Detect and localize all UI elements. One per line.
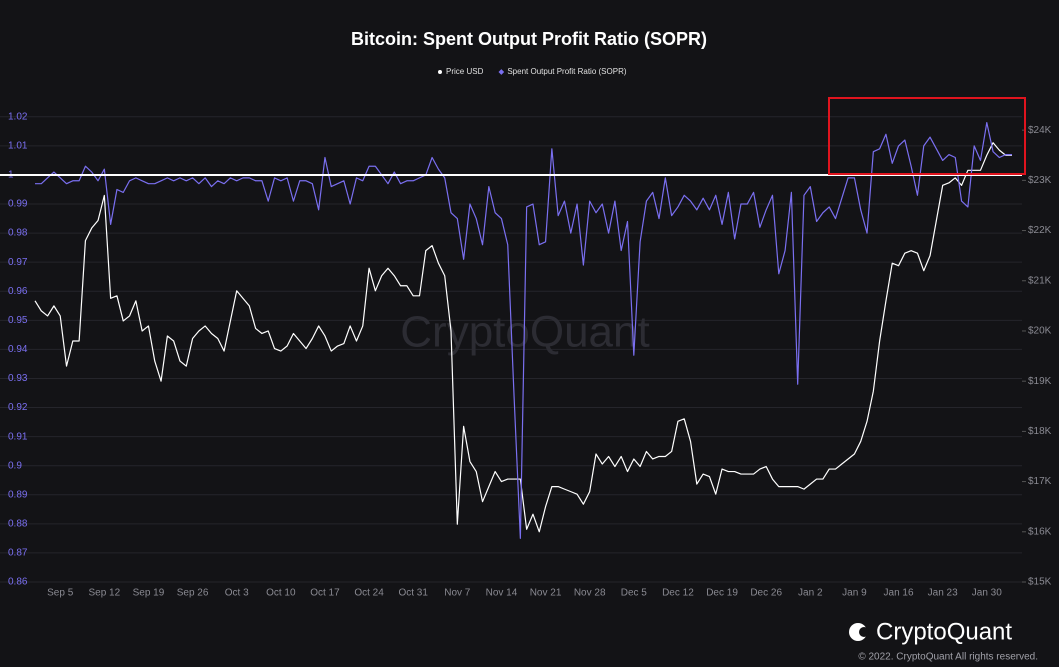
x-tick-label: Dec 19 bbox=[706, 588, 738, 599]
x-tick-label: Dec 5 bbox=[621, 588, 648, 599]
y-tick-label: 0.92 bbox=[8, 402, 28, 413]
x-tick-label: Sep 12 bbox=[88, 588, 120, 599]
y-tick-label: 0.86 bbox=[8, 577, 28, 588]
y-tick-label: 0.99 bbox=[8, 199, 28, 210]
x-tick-label: Oct 31 bbox=[398, 588, 428, 599]
x-tick-label: Jan 23 bbox=[928, 588, 958, 599]
y2-tick-label: $15K bbox=[1028, 577, 1052, 588]
x-tick-label: Dec 12 bbox=[662, 588, 694, 599]
y2-tick-label: $19K bbox=[1028, 376, 1052, 387]
y-tick-label: 0.96 bbox=[8, 286, 28, 297]
legend-label: Price USD bbox=[446, 67, 484, 76]
x-tick-label: Sep 19 bbox=[133, 588, 165, 599]
x-tick-label: Nov 21 bbox=[530, 588, 562, 599]
x-tick-label: Oct 3 bbox=[225, 588, 249, 599]
y-tick-label: 0.91 bbox=[8, 431, 28, 442]
y-tick-label: 1.01 bbox=[8, 141, 28, 152]
series-line bbox=[35, 122, 1012, 539]
x-tick-label: Sep 5 bbox=[47, 588, 74, 599]
y2-tick-label: $23K bbox=[1028, 175, 1052, 186]
y2-tick-label: $24K bbox=[1028, 125, 1052, 136]
x-tick-label: Nov 28 bbox=[574, 588, 606, 599]
y-tick-label: 0.88 bbox=[8, 518, 28, 529]
logo-icon-cut bbox=[859, 627, 869, 637]
brand-name: CryptoQuant bbox=[876, 618, 1012, 645]
x-tick-label: Jan 9 bbox=[842, 588, 867, 599]
x-tick-label: Oct 17 bbox=[310, 588, 340, 599]
y-tick-label: 0.95 bbox=[8, 315, 28, 326]
x-tick-label: Dec 26 bbox=[750, 588, 782, 599]
y2-tick-label: $17K bbox=[1028, 476, 1052, 487]
legend: Price USD Spent Output Profit Ratio (SOPR… bbox=[438, 67, 627, 76]
y-tick-label: 0.98 bbox=[8, 228, 28, 239]
x-tick-label: Nov 14 bbox=[486, 588, 518, 599]
legend-item: Spent Output Profit Ratio (SOPR) bbox=[498, 67, 627, 76]
y2-tick-label: $18K bbox=[1028, 426, 1052, 437]
y-tick-label: 1.02 bbox=[8, 111, 28, 122]
brand-logo bbox=[849, 623, 869, 641]
x-tick-label: Jan 30 bbox=[972, 588, 1002, 599]
x-tick-label: Jan 2 bbox=[798, 588, 823, 599]
legend-label: Spent Output Profit Ratio (SOPR) bbox=[507, 67, 626, 76]
legend-marker bbox=[498, 69, 505, 75]
y2-tick-label: $21K bbox=[1028, 275, 1052, 286]
y-tick-label: 0.94 bbox=[8, 344, 28, 355]
y-tick-label: 0.97 bbox=[8, 257, 28, 268]
x-tick-label: Sep 26 bbox=[177, 588, 209, 599]
chart-title: Bitcoin: Spent Output Profit Ratio (SOPR… bbox=[351, 29, 707, 49]
y-tick-label: 0.9 bbox=[8, 460, 22, 471]
y2-tick-label: $16K bbox=[1028, 526, 1052, 537]
y-tick-label: 0.93 bbox=[8, 373, 28, 384]
legend-item: Price USD bbox=[438, 67, 484, 76]
x-tick-label: Nov 7 bbox=[444, 588, 471, 599]
y-tick-label: 0.87 bbox=[8, 548, 28, 559]
highlight-box bbox=[828, 97, 1026, 175]
x-tick-label: Oct 10 bbox=[266, 588, 296, 599]
legend-marker bbox=[438, 70, 442, 74]
x-tick-label: Oct 24 bbox=[354, 588, 384, 599]
y-tick-label: 0.89 bbox=[8, 489, 28, 500]
copyright: © 2022. CryptoQuant All rights reserved. bbox=[858, 652, 1038, 663]
y2-tick-label: $20K bbox=[1028, 326, 1052, 337]
y2-tick-label: $22K bbox=[1028, 225, 1052, 236]
series-line bbox=[34, 142, 1012, 533]
x-tick-label: Jan 16 bbox=[884, 588, 914, 599]
